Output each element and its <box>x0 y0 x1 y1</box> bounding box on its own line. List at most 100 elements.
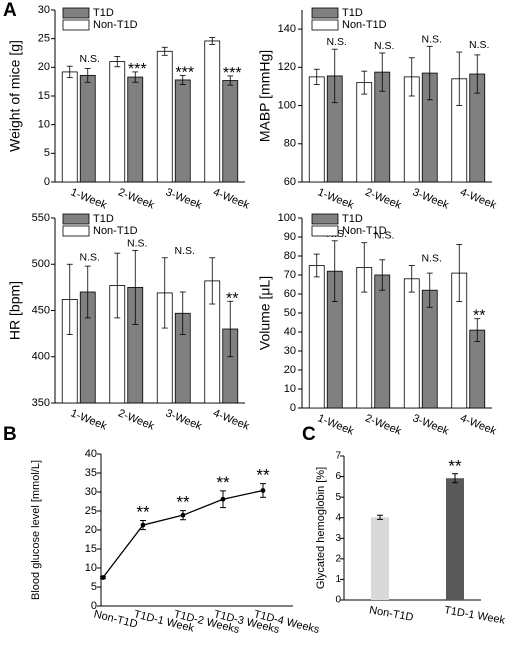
weight-bar <box>156 50 173 183</box>
volume-significance-label: ** <box>473 308 485 325</box>
hr-y-tick-label: 450 <box>32 304 50 316</box>
volume-bar <box>374 274 391 409</box>
hba1c-y-tick-label: 4 <box>335 512 341 523</box>
mabp-y-tick-label: 80 <box>284 138 296 150</box>
volume-y-tick-label: 100 <box>278 212 296 224</box>
hba1c-y-label: Glycated hemoglobin [%] <box>315 467 327 589</box>
mabp-legend-swatch <box>311 7 339 19</box>
volume-legend-swatch <box>311 213 339 225</box>
mabp-x-tick-label: 4-Week <box>458 186 498 211</box>
weight-y-tick-label: 30 <box>38 4 50 16</box>
panel-label-a: A <box>3 0 17 21</box>
glucose-y-tick-label: 30 <box>85 486 97 498</box>
volume-y-label: Volume [μL] <box>257 276 273 350</box>
weight-bar <box>79 74 96 183</box>
volume-legend-label: Non-T1D <box>342 225 387 237</box>
glucose-y-tick-label: 5 <box>91 581 97 593</box>
hba1c-y-tick-label: 5 <box>335 492 341 503</box>
glucose-significance-label: ** <box>136 503 150 522</box>
weight-legend-label: Non-T1D <box>93 19 138 31</box>
weight-legend-swatch <box>62 7 90 19</box>
weight-significance-label: *** <box>175 64 194 81</box>
hr-significance-label: N.S. <box>175 245 195 257</box>
hba1c-y-tick-label: 6 <box>335 471 341 482</box>
weight-y-tick-label: 25 <box>38 33 50 45</box>
weight-bar <box>127 76 144 183</box>
weight-bar <box>109 61 126 183</box>
volume-x-tick-label: 1-Week <box>316 412 356 437</box>
hr-legend-swatch <box>62 213 90 225</box>
mabp-legend-label: T1D <box>342 7 363 19</box>
glucose-y-tick-label: 40 <box>85 448 97 460</box>
hba1c-y-tick-label: 0 <box>335 595 341 606</box>
mabp-legend-label: Non-T1D <box>342 19 387 31</box>
glucose-point <box>180 512 186 518</box>
hba1c-y-tick-label: 3 <box>335 533 341 544</box>
weight-x-tick-label: 4-Week <box>211 186 251 211</box>
volume-y-tick-label: 40 <box>284 326 296 338</box>
panel-label-b: B <box>3 424 17 445</box>
hr-x-tick-label: 1-Week <box>69 407 109 432</box>
volume-significance-label: N.S. <box>422 253 442 265</box>
glucose-y-label: Blood glucose level [mmol/L] <box>30 460 42 600</box>
hba1c-y-tick-label: 1 <box>335 574 341 585</box>
panel-label-c: C <box>302 424 316 445</box>
hba1c-bar <box>446 478 464 600</box>
volume-y-tick-label: 70 <box>284 269 296 281</box>
mabp-y-tick-label: 120 <box>278 61 296 73</box>
hr-significance-label: ** <box>226 290 238 307</box>
glucose-point <box>100 575 106 580</box>
hba1c-significance-label: ** <box>448 457 462 476</box>
hba1c-x-tick-label: T1D-1 Week <box>443 604 505 627</box>
volume-bar <box>421 289 438 409</box>
mabp-bar <box>308 76 325 183</box>
hr-x-tick-label: 3-Week <box>164 407 204 432</box>
hr-y-tick-label: 550 <box>32 212 50 224</box>
volume-y-tick-label: 50 <box>284 307 296 319</box>
volume-y-tick-label: 80 <box>284 250 296 262</box>
weight-legend-label: T1D <box>93 7 114 19</box>
mabp-y-tick-label: 100 <box>278 99 296 111</box>
mabp-y-tick-label: 140 <box>278 23 296 35</box>
glucose-significance-label: ** <box>256 466 270 485</box>
weight-y-tick-label: 15 <box>38 90 50 102</box>
hr-legend-label: T1D <box>93 213 114 225</box>
glucose-y-tick-label: 20 <box>85 524 97 536</box>
weight-x-tick-label: 3-Week <box>164 186 204 211</box>
glucose-point <box>140 522 146 528</box>
hr-y-tick-label: 400 <box>32 351 50 363</box>
volume-significance-label: N.S. <box>374 230 394 242</box>
glucose-y-tick-label: 0 <box>91 600 97 612</box>
mabp-significance-label: N.S. <box>374 40 394 52</box>
hba1c-y-tick-label: 2 <box>335 553 341 564</box>
hba1c-x-tick-label: Non-T1D <box>368 604 414 624</box>
weight-bar <box>222 80 239 183</box>
weight-bar <box>61 71 78 183</box>
mabp-x-tick-label: 3-Week <box>411 186 451 211</box>
glucose-point <box>220 496 226 502</box>
hr-x-tick-label: 4-Week <box>211 407 251 432</box>
mabp-bar <box>356 82 373 183</box>
volume-x-tick-label: 2-Week <box>363 412 403 437</box>
hr-x-tick-label: 2-Week <box>116 407 156 432</box>
glucose-y-tick-label: 10 <box>85 562 97 574</box>
hr-legend-label: Non-T1D <box>93 225 138 237</box>
weight-legend-swatch <box>62 19 90 31</box>
glucose-y-tick-label: 25 <box>85 505 97 517</box>
hba1c-bar <box>371 517 389 600</box>
volume-y-tick-label: 0 <box>290 402 296 414</box>
glucose-y-tick-label: 15 <box>85 543 97 555</box>
volume-x-tick-label: 3-Week <box>411 412 451 437</box>
volume-y-tick-label: 90 <box>284 231 296 243</box>
weight-bar <box>204 40 221 183</box>
hr-significance-label: N.S. <box>80 251 100 263</box>
mabp-x-tick-label: 1-Week <box>316 186 356 211</box>
weight-y-tick-label: 0 <box>44 176 50 188</box>
volume-bar <box>308 265 325 409</box>
volume-legend-label: T1D <box>342 213 363 225</box>
glucose-significance-label: ** <box>176 493 190 512</box>
weight-y-tick-label: 20 <box>38 61 50 73</box>
hr-significance-label: N.S. <box>127 237 147 249</box>
hr-y-tick-label: 350 <box>32 397 50 409</box>
volume-y-tick-label: 30 <box>284 345 296 357</box>
